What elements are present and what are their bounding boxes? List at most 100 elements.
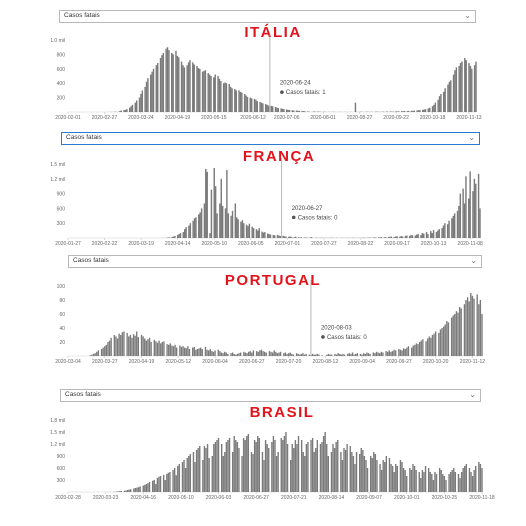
bar [379,353,381,356]
x-tick-label: 2020-09-07 [356,495,382,501]
bar [246,96,249,112]
bar [279,351,282,356]
bar [188,456,190,492]
bar [385,351,387,356]
bar [163,341,165,356]
bar [470,293,472,356]
bar [341,460,344,492]
bar [266,444,268,492]
bar [285,432,287,492]
bar [352,456,355,492]
bar [401,350,403,356]
bar [410,347,413,356]
y-tick-label: 900 [57,192,66,198]
bar [119,491,121,492]
bar [390,236,393,238]
bar [192,452,195,492]
bar [451,218,453,238]
bar [434,472,436,492]
bar [399,460,402,492]
bar [241,456,243,492]
y-tick-label: 100 [57,284,66,290]
bar [300,353,303,356]
bar [295,110,298,112]
bar [211,456,213,492]
bar [266,104,268,112]
bar [479,464,482,492]
x-tick-label: 2020-05-10 [201,241,227,247]
x-tick-label: 2020-05-10 [168,495,194,501]
bar [380,237,383,238]
bar [260,102,263,112]
bar [120,110,122,112]
bar [452,315,454,356]
bar [231,452,234,492]
bar [159,476,162,492]
bar [446,224,449,238]
x-tick-label: 2020-07-06 [274,115,300,121]
bar [217,349,219,356]
bar [250,452,253,492]
bar [337,440,339,492]
bar [207,350,210,356]
bar [275,456,278,492]
bar [271,352,274,356]
bar [236,217,238,238]
bar [164,480,166,492]
bar [423,472,425,492]
bar [220,178,222,238]
bar [442,474,444,492]
bar [471,476,474,492]
y-tick-label: 600 [57,206,66,212]
bar [276,353,279,356]
metric-dropdown-portugal[interactable]: Casos fatais ⌄ [68,255,482,268]
country-title: ITÁLIA [244,24,302,41]
bar [266,233,269,238]
bar [145,484,148,492]
bar [442,225,445,238]
bar [152,68,155,112]
metric-dropdown-brasil[interactable]: Casos fatais ⌄ [60,389,481,402]
bar [404,235,407,238]
bar [213,77,215,112]
bar-chart-italia: 1.0 mil 800 600 400 200 2020-02-01 2020-02-27 2… [50,34,482,121]
x-tick-label: 2020-03-19 [128,241,154,247]
bar [295,353,298,356]
bar [209,233,211,238]
bar [377,352,379,356]
metric-dropdown-franca[interactable]: Casos fatais ⌄ [61,132,480,145]
bar [166,474,168,492]
bar [179,345,181,356]
bar [284,352,287,356]
bar [295,236,297,238]
bar [180,61,183,112]
bar [193,346,195,356]
bar [228,438,231,492]
bar [462,188,464,238]
bar [413,110,416,112]
bar [431,233,433,238]
bar [125,490,127,492]
x-tick-label: 2020-04-16 [130,495,156,501]
bar [126,332,128,356]
bar [275,351,277,356]
bar [479,300,482,356]
bar [242,438,245,492]
bar [207,73,209,112]
bar [298,110,301,112]
bar [264,104,267,112]
metric-dropdown-italia[interactable]: Casos fatais ⌄ [59,10,476,23]
bar [401,462,403,492]
bar [296,444,298,492]
bar [438,468,441,492]
bar [178,234,180,238]
bar [408,236,411,238]
bar [374,353,376,356]
bar [199,212,201,238]
bar [399,349,402,356]
bar [144,86,146,112]
bar [178,464,181,492]
bar [387,236,390,238]
bar [219,203,221,238]
bar [422,109,424,112]
